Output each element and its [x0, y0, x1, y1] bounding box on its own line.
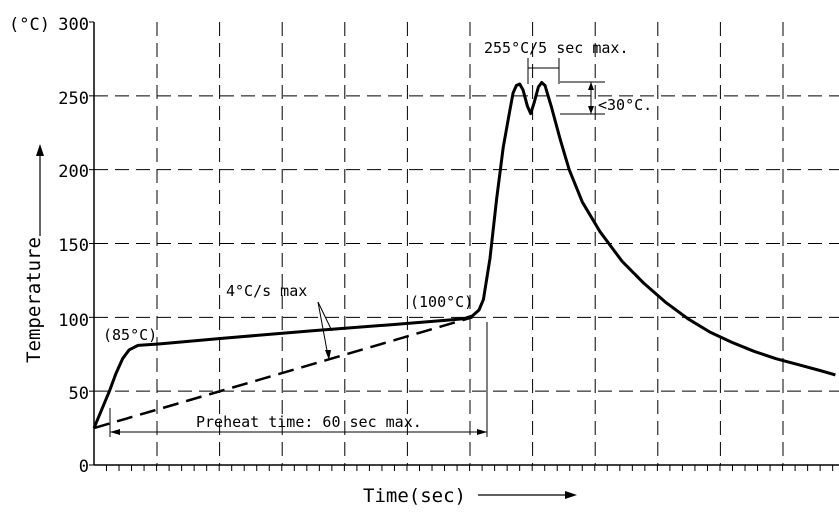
preheat-arrow-left [110, 429, 120, 435]
x-axis-title: Time(sec) [363, 485, 466, 507]
y-tick-label: 50 [69, 384, 89, 404]
reflow-profile-line [92, 81, 836, 429]
ramp-leader-arrowhead [325, 350, 331, 360]
series [92, 81, 836, 430]
x-axis-arrow-head [565, 491, 577, 499]
ramp-leader-solid [317, 301, 333, 332]
axes [89, 21, 839, 471]
annotation-marks [36, 58, 605, 499]
ramp-leader-dashed [317, 301, 329, 357]
delta-arrow-bottom [588, 106, 594, 114]
preheat-annotation: Preheat time: 60 sec max. [196, 413, 422, 431]
y-tick-label: 200 [58, 162, 89, 182]
delta-arrow-top [588, 82, 594, 90]
y-tick-label: 0 [79, 457, 89, 477]
preheat-arrow-right [477, 429, 487, 435]
grid [94, 22, 839, 465]
delta-annotation: <30°C. [598, 96, 652, 114]
t100-annotation: (100°C) [410, 293, 473, 311]
dashed-profile-line [93, 316, 473, 430]
y-axis-title: Temperature [23, 237, 45, 363]
y-unit-label: (°C) [9, 15, 50, 35]
y-tick-label: 300 [58, 15, 89, 35]
t85-annotation: (85°C) [103, 326, 157, 344]
ramp-annotation: 4°C/s max [226, 282, 307, 300]
y-tick-label: 100 [58, 311, 89, 331]
y-axis-arrow-head [36, 144, 44, 156]
peak-annotation: 255°C/5 sec max. [484, 39, 629, 57]
y-tick-label: 150 [58, 236, 89, 256]
y-tick-label: 250 [58, 89, 89, 109]
